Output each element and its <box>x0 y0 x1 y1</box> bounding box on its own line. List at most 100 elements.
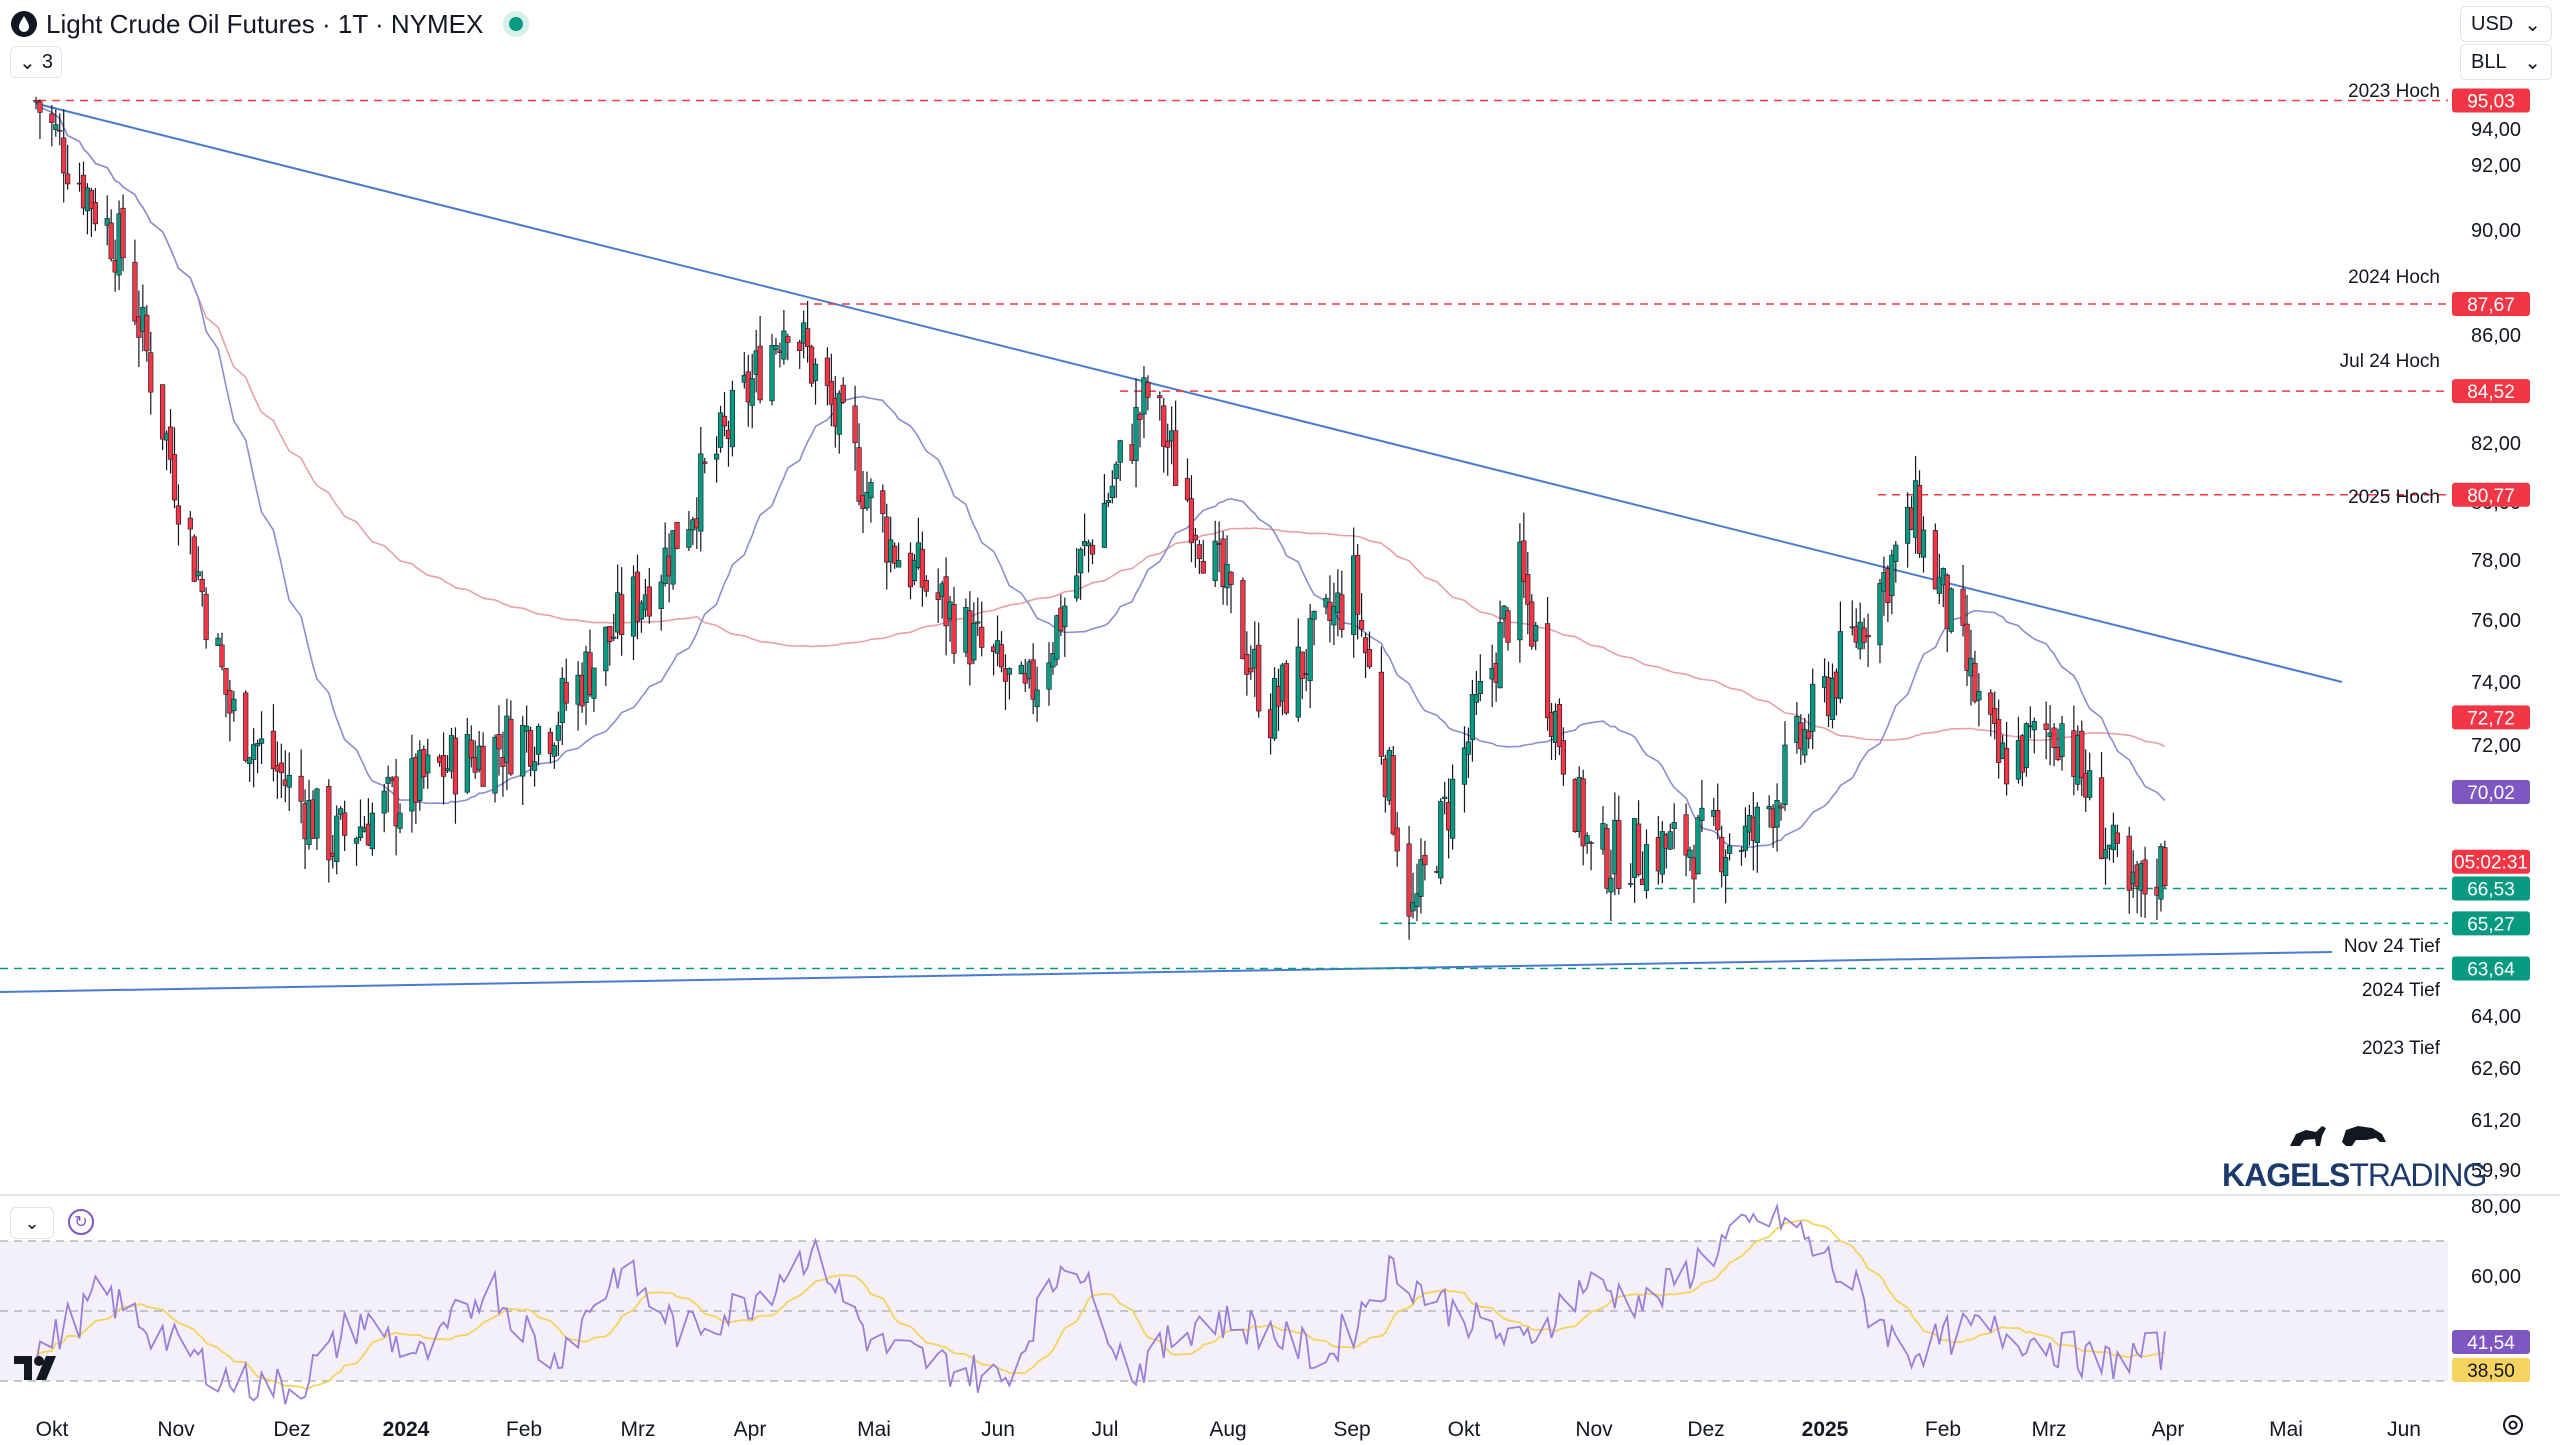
bearish-candle <box>1544 623 1551 719</box>
bullish-candle <box>1628 883 1634 885</box>
bearish-candle <box>1192 534 1199 541</box>
tradingview-logo-icon[interactable] <box>12 1352 64 1384</box>
bearish-candle <box>1228 571 1234 586</box>
bearish-candle <box>2003 748 2010 785</box>
rsi-collapse-button[interactable]: ⌄ <box>10 1207 54 1239</box>
bullish-candle <box>353 838 360 844</box>
level-price-badge-text: 65,27 <box>2467 914 2515 935</box>
bearish-candle <box>1560 740 1567 775</box>
bullish-candle <box>769 345 775 402</box>
bearish-candle <box>852 405 858 444</box>
bearish-candle <box>393 776 399 827</box>
bearish-candle <box>1196 544 1202 559</box>
bearish-candle <box>1988 692 1994 715</box>
bullish-candle <box>1105 500 1111 503</box>
bearish-candle <box>563 682 569 704</box>
bearish-candle <box>88 190 94 210</box>
time-axis-tick-label: Dez <box>1687 1418 1724 1441</box>
bullish-candle <box>338 808 344 816</box>
price-axis-tick-label: 61,20 <box>2471 1110 2521 1132</box>
ma-slow-price-badge-text: 72,72 <box>2467 708 2515 729</box>
bullish-candle <box>975 621 981 624</box>
currency-value: USD <box>2471 12 2514 35</box>
bearish-candle <box>480 745 486 787</box>
currency-selector[interactable]: USD ⌄ <box>2460 6 2552 42</box>
bullish-candle <box>231 698 237 712</box>
bullish-candle <box>1109 485 1115 499</box>
bullish-candle <box>1723 857 1729 876</box>
bearish-candle <box>1406 843 1412 917</box>
bullish-candle <box>286 774 292 788</box>
bearish-candle <box>1806 730 1812 739</box>
bullish-candle <box>1802 729 1808 756</box>
bullish-candle <box>1078 548 1084 574</box>
bearish-candle <box>919 548 925 588</box>
bullish-candle <box>836 392 842 435</box>
bullish-candle <box>1442 796 1448 800</box>
bullish-candle <box>535 725 542 755</box>
bearish-candle <box>757 345 763 401</box>
bullish-candle <box>1465 741 1472 755</box>
bearish-candle <box>797 341 803 351</box>
bearish-candle <box>998 644 1005 668</box>
bullish-candle <box>258 738 265 744</box>
gear-icon[interactable] <box>2500 1412 2526 1438</box>
bearish-candle <box>1521 540 1527 582</box>
bearish-candle <box>1916 485 1923 554</box>
bearish-candle <box>132 261 138 322</box>
bullish-candle <box>1414 893 1420 908</box>
bullish-candle <box>524 725 530 732</box>
bullish-candle <box>868 482 874 499</box>
bullish-candle <box>251 744 257 761</box>
unit-selector[interactable]: BLL ⌄ <box>2460 44 2552 80</box>
bullish-candle <box>551 745 557 757</box>
chart-header: Light Crude Oil Futures · 1T · NYMEX <box>0 0 524 48</box>
time-axis-tick-label: Sep <box>1333 1418 1370 1441</box>
chevron-down-icon: ⌄ <box>2524 51 2541 74</box>
bullish-candle <box>2087 770 2093 798</box>
rsi-moving-average-line <box>35 1219 2166 1390</box>
bearish-candle <box>1220 538 1226 587</box>
bullish-candle <box>1133 407 1139 461</box>
bullish-candle <box>1006 668 1013 675</box>
symbol-title[interactable]: Light Crude Oil Futures · 1T · NYMEX <box>46 8 484 39</box>
rsi-axis-tick-label: 60,00 <box>2471 1266 2521 1288</box>
oil-drop-icon <box>11 11 37 37</box>
bearish-candle <box>278 762 284 774</box>
bearish-candle <box>1635 823 1642 875</box>
bearish-candle <box>1030 659 1036 700</box>
bullish-candle <box>1948 588 1954 632</box>
bullish-candle <box>1608 877 1614 893</box>
bearish-candle <box>1299 651 1305 679</box>
bearish-candle <box>547 731 554 754</box>
bullish-candle <box>2031 720 2037 731</box>
bearish-candle <box>2114 832 2120 844</box>
bullish-candle <box>1742 825 1749 851</box>
bearish-candle <box>880 490 886 515</box>
bearish-candle <box>892 545 898 564</box>
bearish-candle <box>144 314 150 352</box>
level-name-label: Jul 24 Hoch <box>2340 351 2440 372</box>
bearish-candle <box>1256 644 1262 712</box>
bearish-candle <box>785 336 791 343</box>
rsi-line <box>35 1202 2166 1405</box>
bearish-candle <box>1422 854 1428 866</box>
market-status-indicator <box>509 17 524 31</box>
bearish-candle <box>120 207 126 259</box>
rsi-value-badge <box>2452 1330 2530 1354</box>
time-axis-tick-label: Mai <box>857 1418 891 1441</box>
bullish-candle <box>1271 678 1278 739</box>
refresh-icon[interactable]: ↻ <box>68 1209 94 1235</box>
bearish-candle <box>1588 842 1594 844</box>
bullish-candle <box>314 788 320 839</box>
collapse-indicators-button[interactable]: ⌄ 3 <box>10 46 62 78</box>
time-axis-tick-label: Apr <box>2152 1418 2185 1441</box>
bullish-candle <box>1774 800 1780 828</box>
price-axis-tick-label: 82,00 <box>2471 433 2521 455</box>
bearish-candle <box>1165 440 1171 448</box>
level-name-label: 2023 Hoch <box>2348 81 2440 102</box>
bearish-candle <box>1283 663 1290 714</box>
bearish-candle <box>1355 554 1361 615</box>
bearish-candle <box>1244 654 1250 675</box>
